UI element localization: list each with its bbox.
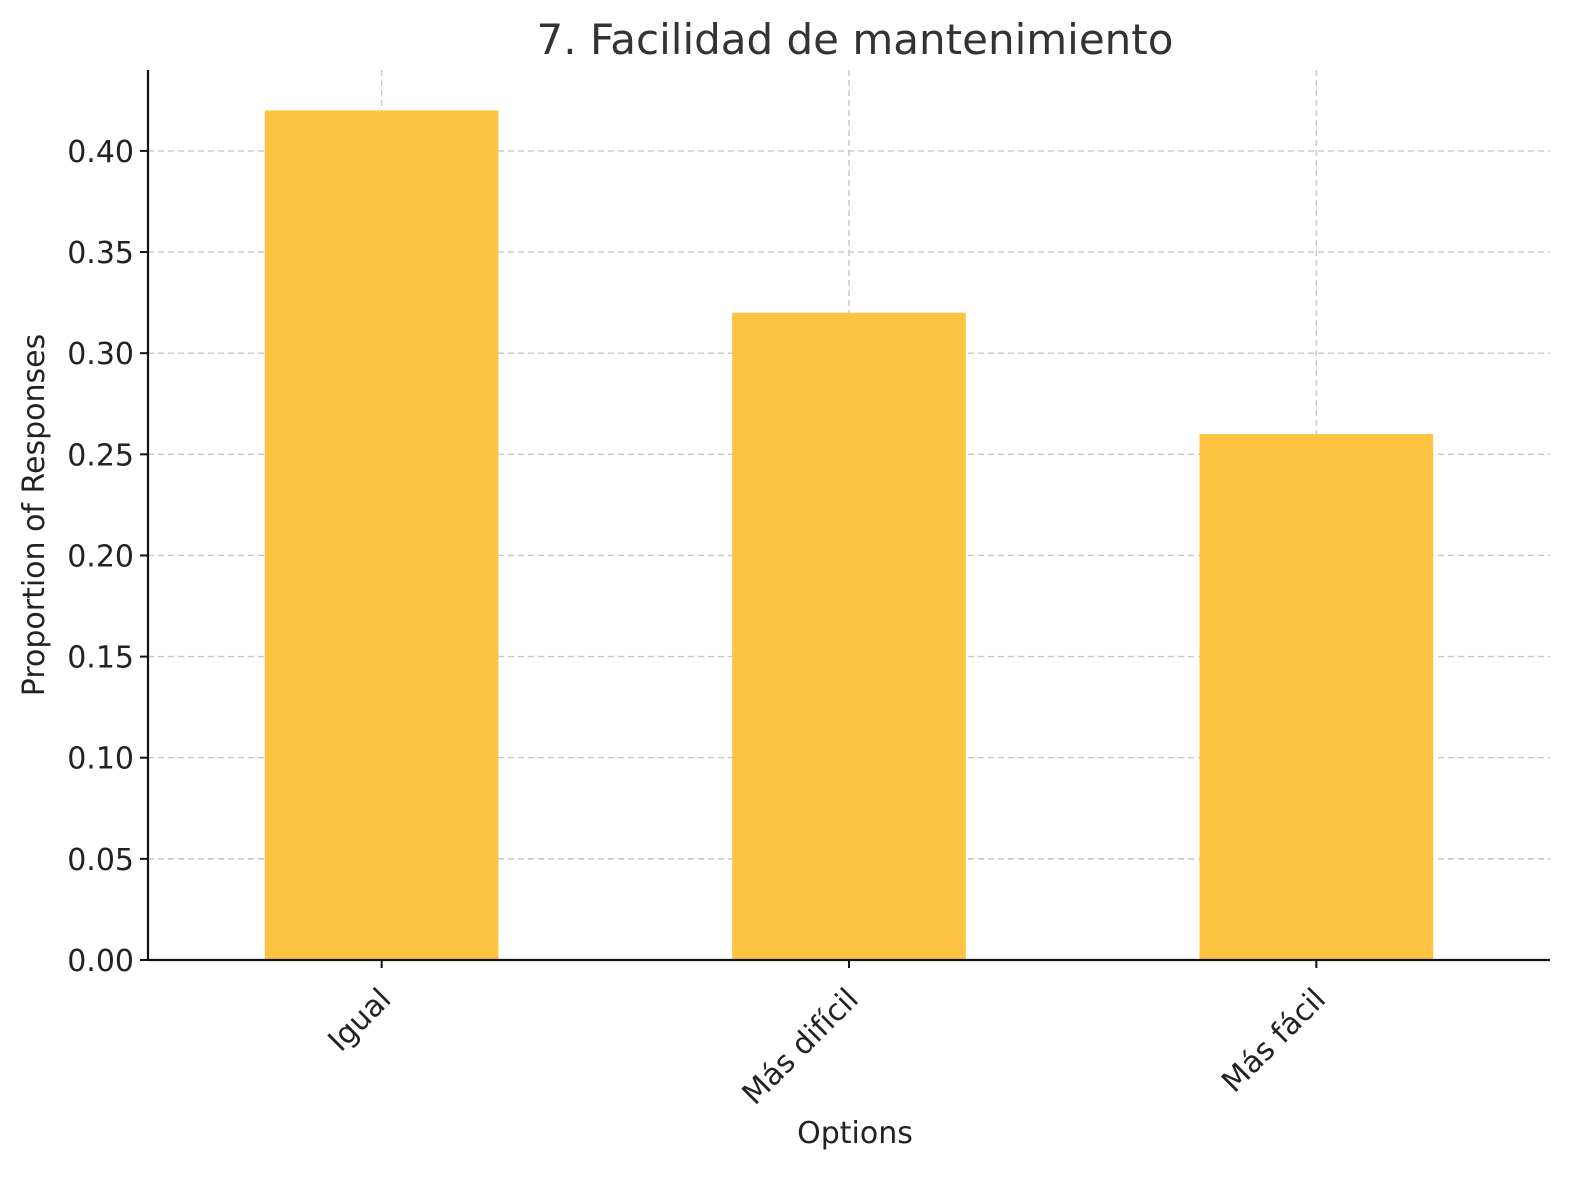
bars-layer [264,110,1434,961]
ticks-layer: 0.00 0.05 0.10 0.15 0.20 0.25 0.30 0.35 0.40 Igua… [67,135,1333,1112]
y-tick-label: 0.25 [67,438,134,473]
chart-title: 7. Facilidad de mantenimiento [537,15,1174,64]
x-tick-label: Más fácil [1215,982,1333,1100]
y-tick-label: 0.40 [67,135,134,170]
y-tick-label: 0.05 [67,843,134,878]
y-tick-label: 0.10 [67,742,134,777]
bar-m-s-dif-cil [732,312,966,960]
y-tick-label: 0.00 [67,944,134,979]
y-tick-label: 0.15 [67,641,134,676]
x-tick-label: Más difícil [736,982,866,1112]
x-tick-label: Igual [321,982,398,1059]
y-tick-label: 0.35 [67,236,134,271]
bar-igual [264,110,499,961]
y-tick-label: 0.30 [67,337,134,372]
y-tick-label: 0.20 [67,539,134,574]
x-axis-label: Options [797,1116,913,1151]
y-axis-label: Proportion of Responses [17,334,52,697]
bar-m-s-f-cil [1199,434,1434,960]
